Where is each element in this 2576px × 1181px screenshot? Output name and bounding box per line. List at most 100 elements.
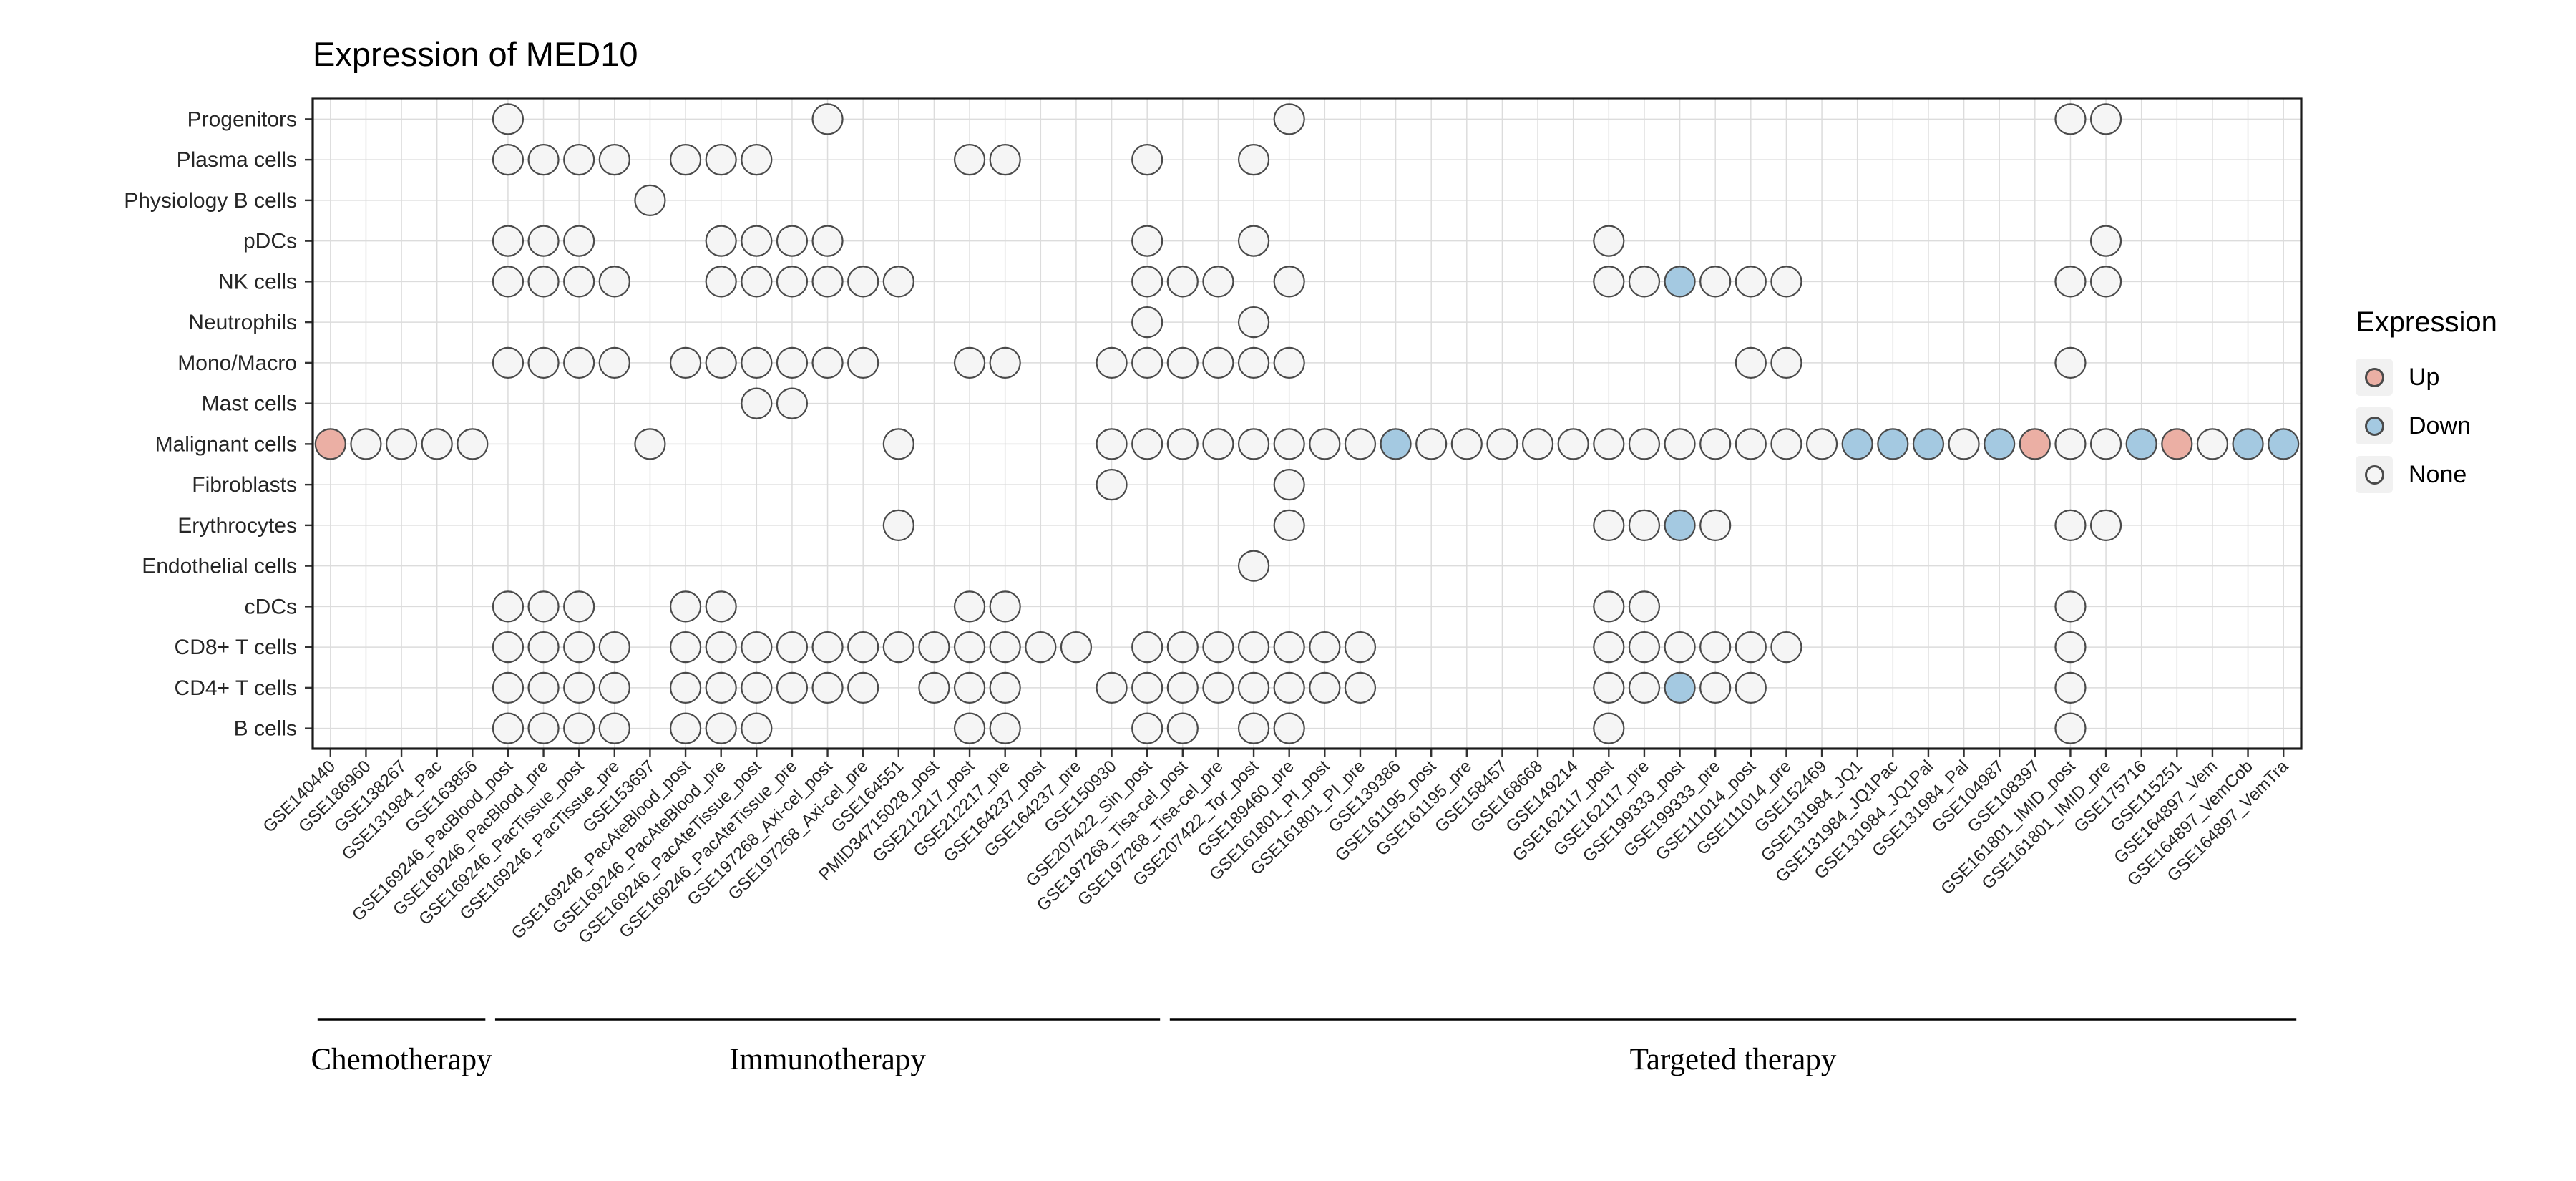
expression-dot-none bbox=[1025, 631, 1057, 664]
expression-dot-none bbox=[2196, 428, 2229, 460]
expression-dot-none bbox=[1450, 428, 1483, 460]
expression-dot-none bbox=[2089, 103, 2122, 135]
row-label: Malignant cells bbox=[155, 432, 297, 456]
expression-dot-none bbox=[705, 671, 737, 704]
expression-dot-none bbox=[2054, 671, 2087, 704]
expression-dot-none bbox=[811, 266, 844, 298]
expression-dot-none bbox=[1593, 631, 1625, 664]
expression-dot-none bbox=[669, 712, 702, 744]
expression-dot-up bbox=[2161, 428, 2193, 460]
expression-dot-none bbox=[776, 266, 809, 298]
expression-dot-none bbox=[705, 631, 737, 664]
row-label: CD4+ T cells bbox=[175, 676, 297, 700]
row-label: Mast cells bbox=[202, 392, 297, 416]
expression-dot-none bbox=[776, 225, 809, 257]
expression-dot-none bbox=[741, 671, 773, 704]
expression-dot-none bbox=[598, 631, 630, 664]
expression-dot-none bbox=[2089, 225, 2122, 257]
group-label: Immunotherapy bbox=[729, 1043, 926, 1076]
expression-dot-none bbox=[634, 184, 666, 216]
expression-dot-none bbox=[1166, 671, 1199, 704]
expression-dot-none bbox=[776, 387, 809, 419]
expression-dot-none bbox=[598, 671, 630, 704]
expression-dot-none bbox=[1593, 266, 1625, 298]
expression-dot-none bbox=[1166, 428, 1199, 460]
expression-dot-none bbox=[1593, 509, 1625, 541]
expression-dot-none bbox=[2089, 428, 2122, 460]
group-label: Chemotherapy bbox=[311, 1043, 492, 1076]
expression-dot-none bbox=[421, 428, 453, 460]
expression-dot-none bbox=[1237, 225, 1270, 257]
expression-dot-none bbox=[741, 631, 773, 664]
expression-dot-none bbox=[563, 346, 595, 379]
expression-dot-none bbox=[776, 346, 809, 379]
expression-dot-none bbox=[1273, 712, 1305, 744]
expression-dot-none bbox=[527, 712, 560, 744]
legend-item-none: None bbox=[2356, 456, 2497, 493]
expression-dot-none bbox=[811, 671, 844, 704]
expression-dot-none bbox=[492, 346, 525, 379]
expression-dot-none bbox=[492, 631, 525, 664]
expression-dot-none bbox=[563, 590, 595, 623]
expression-dot-none bbox=[2054, 103, 2087, 135]
expression-dot-none bbox=[669, 671, 702, 704]
expression-dot-none bbox=[1664, 428, 1696, 460]
expression-dot-none bbox=[1237, 428, 1270, 460]
expression-dot-none bbox=[847, 346, 879, 379]
expression-dot-none bbox=[1237, 144, 1270, 176]
expression-dot-none bbox=[882, 428, 914, 460]
expression-dot-none bbox=[527, 144, 560, 176]
expression-dot-none bbox=[1131, 266, 1163, 298]
expression-dot-none bbox=[598, 266, 630, 298]
expression-dot-none bbox=[1699, 266, 1732, 298]
expression-dot-none bbox=[705, 712, 737, 744]
expression-dot-none bbox=[457, 428, 489, 460]
expression-dot-none bbox=[989, 712, 1021, 744]
expression-dot-none bbox=[492, 671, 525, 704]
expression-dot-none bbox=[1628, 631, 1661, 664]
expression-dot-none bbox=[741, 387, 773, 419]
expression-dot-none bbox=[350, 428, 382, 460]
expression-dot-none bbox=[1593, 712, 1625, 744]
expression-dot-none bbox=[1096, 346, 1128, 379]
expression-dot-none bbox=[634, 428, 666, 460]
expression-dot-none bbox=[527, 631, 560, 664]
legend-item-up: Up bbox=[2356, 359, 2497, 396]
expression-dot-none bbox=[1770, 631, 1802, 664]
expression-dot-none bbox=[741, 266, 773, 298]
expression-dot-none bbox=[1273, 631, 1305, 664]
row-label: Erythrocytes bbox=[177, 514, 297, 538]
expression-dot-down bbox=[1380, 428, 1412, 460]
expression-dot-none bbox=[1273, 346, 1305, 379]
expression-dot-none bbox=[2054, 346, 2087, 379]
expression-dot-none bbox=[2054, 428, 2087, 460]
expression-dot-none bbox=[1735, 631, 1767, 664]
expression-dot-down bbox=[1877, 428, 1909, 460]
expression-dot-none bbox=[1237, 550, 1270, 582]
expression-dot-none bbox=[2089, 509, 2122, 541]
expression-dot-none bbox=[1166, 266, 1199, 298]
expression-dot-none bbox=[1699, 671, 1732, 704]
expression-dot-none bbox=[1628, 428, 1661, 460]
expression-dot-none bbox=[1131, 225, 1163, 257]
expression-dot-none bbox=[882, 509, 914, 541]
expression-dot-none bbox=[989, 144, 1021, 176]
expression-dot-none bbox=[492, 266, 525, 298]
expression-dot-none bbox=[527, 266, 560, 298]
expression-dot-none bbox=[1131, 144, 1163, 176]
expression-dot-none bbox=[2054, 509, 2087, 541]
legend: Expression Up Down None bbox=[2356, 306, 2497, 505]
expression-dot-none bbox=[811, 631, 844, 664]
legend-label-none: None bbox=[2409, 460, 2467, 488]
expression-dot-none bbox=[1699, 509, 1732, 541]
expression-dot-none bbox=[2054, 631, 2087, 664]
expression-dot-none bbox=[1521, 428, 1554, 460]
expression-dot-none bbox=[1166, 712, 1199, 744]
expression-dot-none bbox=[1237, 712, 1270, 744]
expression-dot-none bbox=[1202, 428, 1234, 460]
expression-dot-none bbox=[1131, 306, 1163, 339]
row-label: Neutrophils bbox=[188, 311, 297, 334]
down-dot-icon bbox=[2364, 416, 2384, 436]
expression-dot-none bbox=[1344, 671, 1377, 704]
expression-dot-none bbox=[1166, 346, 1199, 379]
